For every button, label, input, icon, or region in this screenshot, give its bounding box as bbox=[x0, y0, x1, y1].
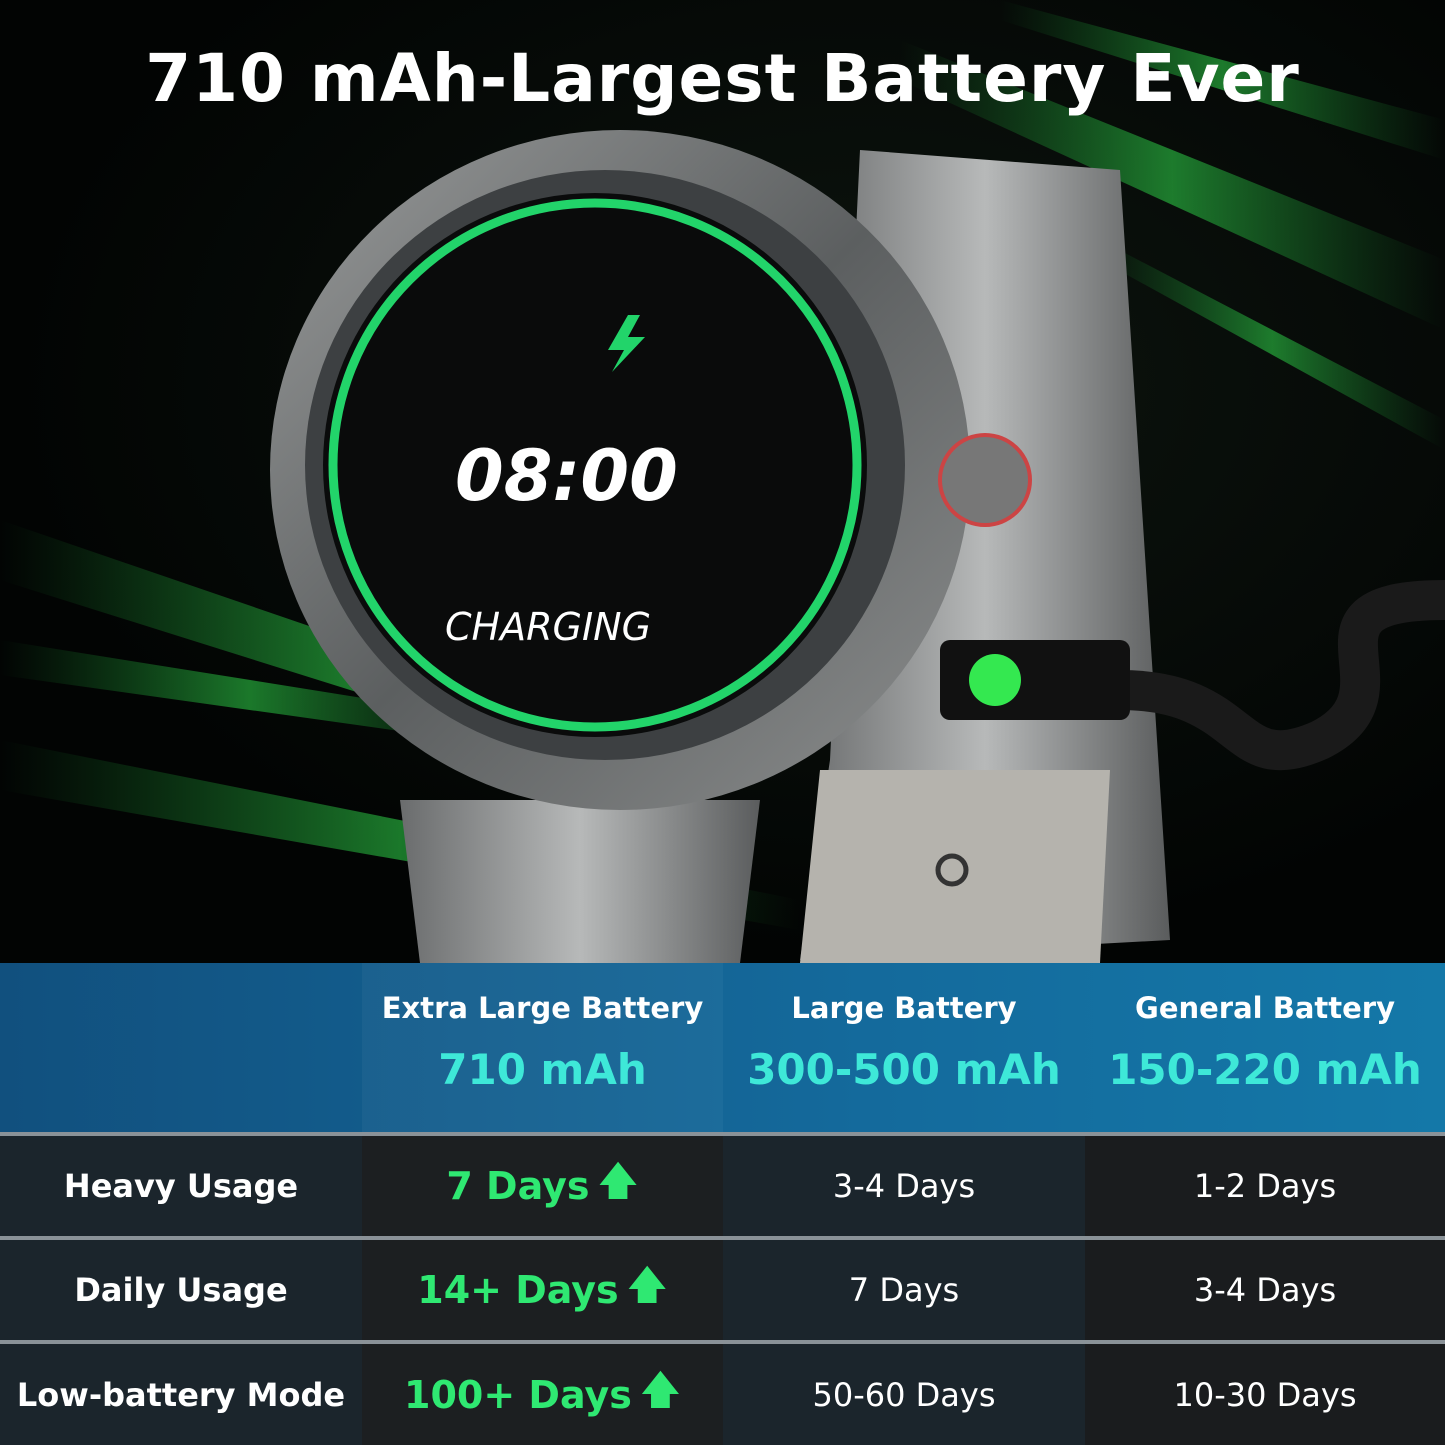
cell-value: 10-30 Days bbox=[1085, 1344, 1445, 1445]
table-header: Extra Large Battery 710 mAh Large Batter… bbox=[0, 963, 1445, 1132]
header-extra-large: Extra Large Battery 710 mAh bbox=[362, 963, 723, 1132]
column-name: Large Battery bbox=[791, 991, 1017, 1025]
highlight-cell: 100+ Days 🡅 bbox=[362, 1344, 723, 1445]
up-arrow-icon: 🡅 bbox=[639, 1366, 681, 1413]
column-name: General Battery bbox=[1135, 991, 1395, 1025]
cell-value: 3-4 Days bbox=[1085, 1240, 1445, 1340]
charger-led bbox=[969, 654, 1021, 706]
lightning-bolt-icon bbox=[608, 315, 645, 372]
battery-comparison-table: Extra Large Battery 710 mAh Large Batter… bbox=[0, 963, 1445, 1445]
up-arrow-icon: 🡅 bbox=[597, 1158, 639, 1204]
column-capacity: 300-500 mAh bbox=[747, 1045, 1061, 1094]
column-capacity: 150-220 mAh bbox=[1108, 1045, 1422, 1094]
header-large: Large Battery 300-500 mAh bbox=[723, 963, 1085, 1132]
header-general: General Battery 150-220 mAh bbox=[1085, 963, 1445, 1132]
row-label: Daily Usage bbox=[0, 1240, 362, 1340]
table-row: Heavy Usage 7 Days 🡅 3-4 Days 1-2 Days bbox=[0, 1132, 1445, 1236]
hero-image: 08:00 CHARGING 710 mAh-Largest Battery E… bbox=[0, 0, 1445, 963]
highlight-cell: 14+ Days 🡅 bbox=[362, 1240, 723, 1340]
cell-value: 1-2 Days bbox=[1085, 1136, 1445, 1236]
charging-cable bbox=[1119, 580, 1445, 771]
column-name: Extra Large Battery bbox=[381, 991, 704, 1025]
charger-dock bbox=[940, 640, 1130, 720]
page-title: 710 mAh-Largest Battery Ever bbox=[145, 40, 1300, 117]
table-row: Daily Usage 14+ Days 🡅 7 Days 3-4 Days bbox=[0, 1236, 1445, 1340]
table-row: Low-battery Mode 100+ Days 🡅 50-60 Days 1… bbox=[0, 1340, 1445, 1445]
cell-value: 100+ Days bbox=[404, 1372, 632, 1417]
watch-status: CHARGING bbox=[445, 605, 652, 649]
row-label: Low-battery Mode bbox=[0, 1344, 362, 1445]
row-label: Heavy Usage bbox=[0, 1136, 362, 1236]
watch-case bbox=[270, 130, 1032, 810]
column-capacity: 710 mAh bbox=[438, 1045, 647, 1094]
cell-value: 7 Days bbox=[723, 1240, 1085, 1340]
watch-time: 08:00 bbox=[455, 435, 678, 517]
smartwatch-illustration bbox=[0, 0, 1445, 963]
highlight-cell: 7 Days 🡅 bbox=[362, 1136, 723, 1236]
cell-value: 50-60 Days bbox=[723, 1344, 1085, 1445]
up-arrow-icon: 🡅 bbox=[626, 1262, 668, 1308]
cell-value: 7 Days bbox=[446, 1164, 590, 1208]
cell-value: 14+ Days bbox=[417, 1268, 619, 1312]
cell-value: 3-4 Days bbox=[723, 1136, 1085, 1236]
